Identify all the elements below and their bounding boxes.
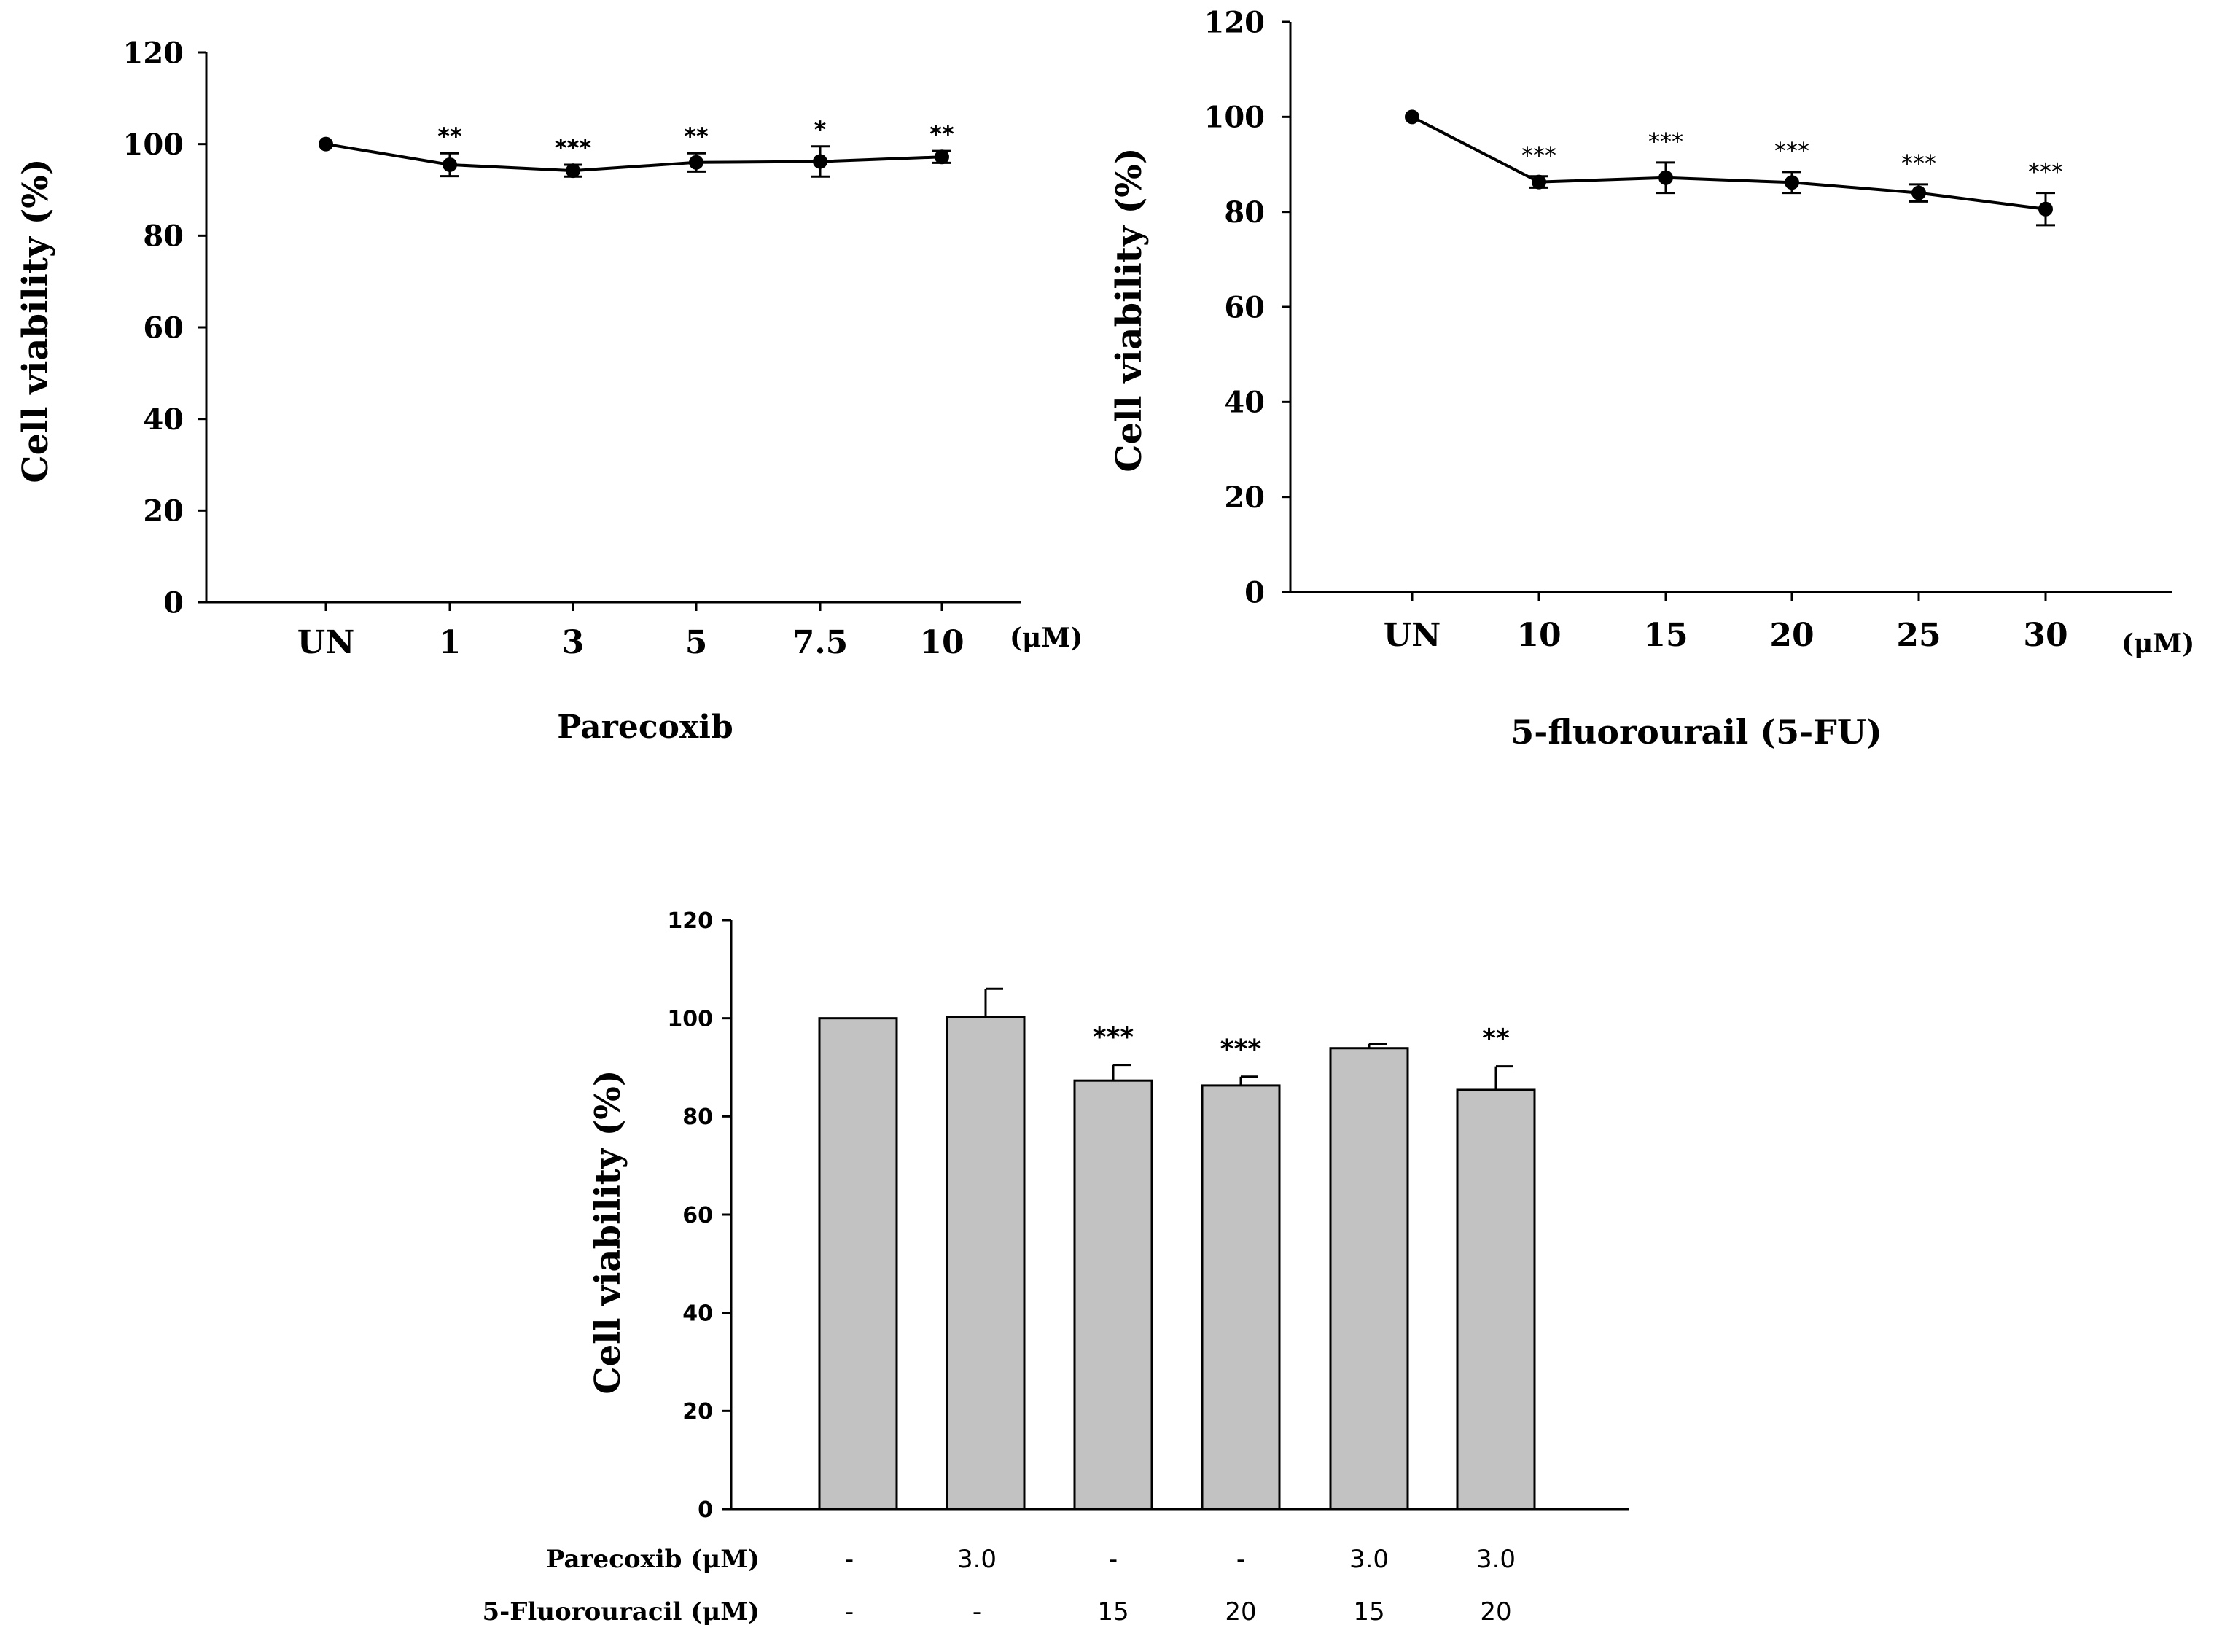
y-tick-label: 40 xyxy=(143,402,184,437)
significance-label: * xyxy=(814,116,827,144)
condition-cell: 3.0 xyxy=(957,1545,997,1574)
y-axis-label: Cell viability (%) xyxy=(15,158,56,483)
data-point xyxy=(1532,174,1546,190)
significance-label: *** xyxy=(1220,1035,1262,1064)
x-tick-label: UN xyxy=(1384,617,1441,654)
data-point xyxy=(813,154,827,169)
significance-label: *** xyxy=(1901,149,1936,177)
significance-label: *** xyxy=(1774,137,1809,165)
series-line xyxy=(325,142,943,173)
significance-label: *** xyxy=(555,134,591,162)
data-point xyxy=(1658,170,1673,185)
data-point xyxy=(319,136,333,152)
condition-cell: - xyxy=(972,1597,981,1626)
y-tick-label: 20 xyxy=(682,1399,713,1425)
x-tick-label: 7.5 xyxy=(792,624,849,661)
y-tick-label: 120 xyxy=(1204,5,1266,39)
y-tick-label: 60 xyxy=(682,1203,713,1228)
y-tick-label: 0 xyxy=(163,585,184,620)
x-tick-label: 20 xyxy=(1769,617,1814,654)
condition-cell: 15 xyxy=(1097,1597,1129,1626)
y-tick-label: 80 xyxy=(143,219,184,254)
bar xyxy=(1073,1079,1153,1511)
data-point xyxy=(689,155,703,170)
condition-cell: - xyxy=(845,1545,854,1574)
x-tick-label: 10 xyxy=(1516,617,1561,654)
y-tick-label: 100 xyxy=(1204,101,1266,135)
significance-label: ** xyxy=(437,122,462,150)
significance-label: *** xyxy=(2028,158,2063,186)
y-tick-label: 60 xyxy=(1224,290,1265,324)
series-line xyxy=(1411,115,2046,211)
y-tick-label: 80 xyxy=(1224,195,1265,230)
y-axis-label: Cell viability (%) xyxy=(588,1069,628,1394)
bar xyxy=(1329,1047,1409,1511)
x-unit-label: (μM) xyxy=(1010,623,1083,653)
y-tick-label: 0 xyxy=(1244,575,1265,609)
bar xyxy=(818,1017,898,1511)
data-point xyxy=(566,163,580,179)
significance-label: *** xyxy=(1521,141,1556,169)
condition-cell: - xyxy=(1109,1545,1118,1574)
condition-row-label: 5-Fluorouracil (μM) xyxy=(482,1597,760,1626)
x-axis-label: 5-fluorourail (5-FU) xyxy=(1511,712,1882,752)
y-tick-label: 40 xyxy=(682,1301,713,1326)
significance-label: ** xyxy=(684,122,709,150)
condition-cell: 20 xyxy=(1225,1597,1256,1626)
data-point xyxy=(1405,109,1419,125)
x-tick-label: UN xyxy=(297,624,355,661)
x-tick-label: 3 xyxy=(562,624,585,661)
x-tick-label: 1 xyxy=(439,624,461,661)
y-tick-label: 20 xyxy=(143,494,184,529)
condition-cell: 3.0 xyxy=(1476,1545,1516,1574)
bar xyxy=(946,1016,1026,1511)
bar xyxy=(1201,1084,1281,1511)
y-tick-label: 100 xyxy=(123,128,184,162)
condition-row-label: Parecoxib (μM) xyxy=(546,1545,760,1574)
bar xyxy=(1456,1088,1536,1511)
x-tick-label: 15 xyxy=(1643,617,1688,654)
x-unit-label: (μM) xyxy=(2121,628,2194,659)
significance-label: ** xyxy=(929,120,954,148)
condition-cell: 15 xyxy=(1353,1597,1384,1626)
condition-cell: 3.0 xyxy=(1349,1545,1389,1574)
y-tick-label: 120 xyxy=(667,908,713,934)
y-tick-label: 80 xyxy=(682,1104,713,1130)
data-point xyxy=(1911,185,1926,200)
data-point xyxy=(2038,201,2053,217)
x-tick-label: 30 xyxy=(2023,617,2067,654)
significance-label: *** xyxy=(1648,128,1683,155)
x-axis-label: Parecoxib xyxy=(557,709,733,746)
y-tick-label: 100 xyxy=(667,1006,713,1032)
x-tick-label: 5 xyxy=(685,624,708,661)
condition-cell: - xyxy=(1236,1545,1245,1574)
y-tick-label: 0 xyxy=(698,1497,713,1523)
y-tick-label: 60 xyxy=(143,311,184,345)
y-tick-label: 20 xyxy=(1224,480,1265,515)
data-point xyxy=(935,149,949,165)
significance-label: ** xyxy=(1482,1024,1510,1054)
x-tick-label: 10 xyxy=(919,624,964,661)
y-axis-label: Cell viability (%) xyxy=(1109,147,1150,472)
y-tick-label: 120 xyxy=(123,36,184,70)
data-point xyxy=(1785,175,1799,190)
condition-cell: 20 xyxy=(1480,1597,1511,1626)
x-tick-label: 25 xyxy=(1896,617,1941,654)
condition-cell: - xyxy=(845,1597,854,1626)
data-point xyxy=(443,157,457,172)
significance-label: *** xyxy=(1093,1023,1134,1053)
y-tick-label: 40 xyxy=(1224,386,1265,420)
